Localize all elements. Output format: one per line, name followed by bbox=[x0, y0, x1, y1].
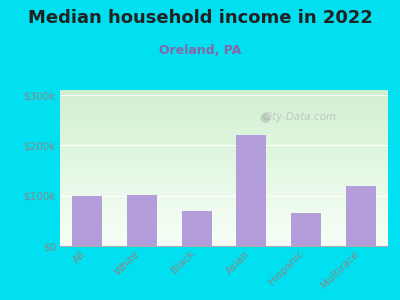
Text: Oreland, PA: Oreland, PA bbox=[159, 44, 241, 56]
Bar bbox=[72, 196, 102, 246]
Bar bbox=[127, 195, 157, 246]
Bar bbox=[346, 186, 376, 246]
Bar bbox=[291, 213, 321, 246]
Text: City-Data.com: City-Data.com bbox=[262, 112, 336, 122]
Bar bbox=[236, 135, 266, 246]
Text: Median household income in 2022: Median household income in 2022 bbox=[28, 9, 372, 27]
Bar bbox=[182, 211, 212, 246]
Text: ●: ● bbox=[260, 110, 270, 123]
